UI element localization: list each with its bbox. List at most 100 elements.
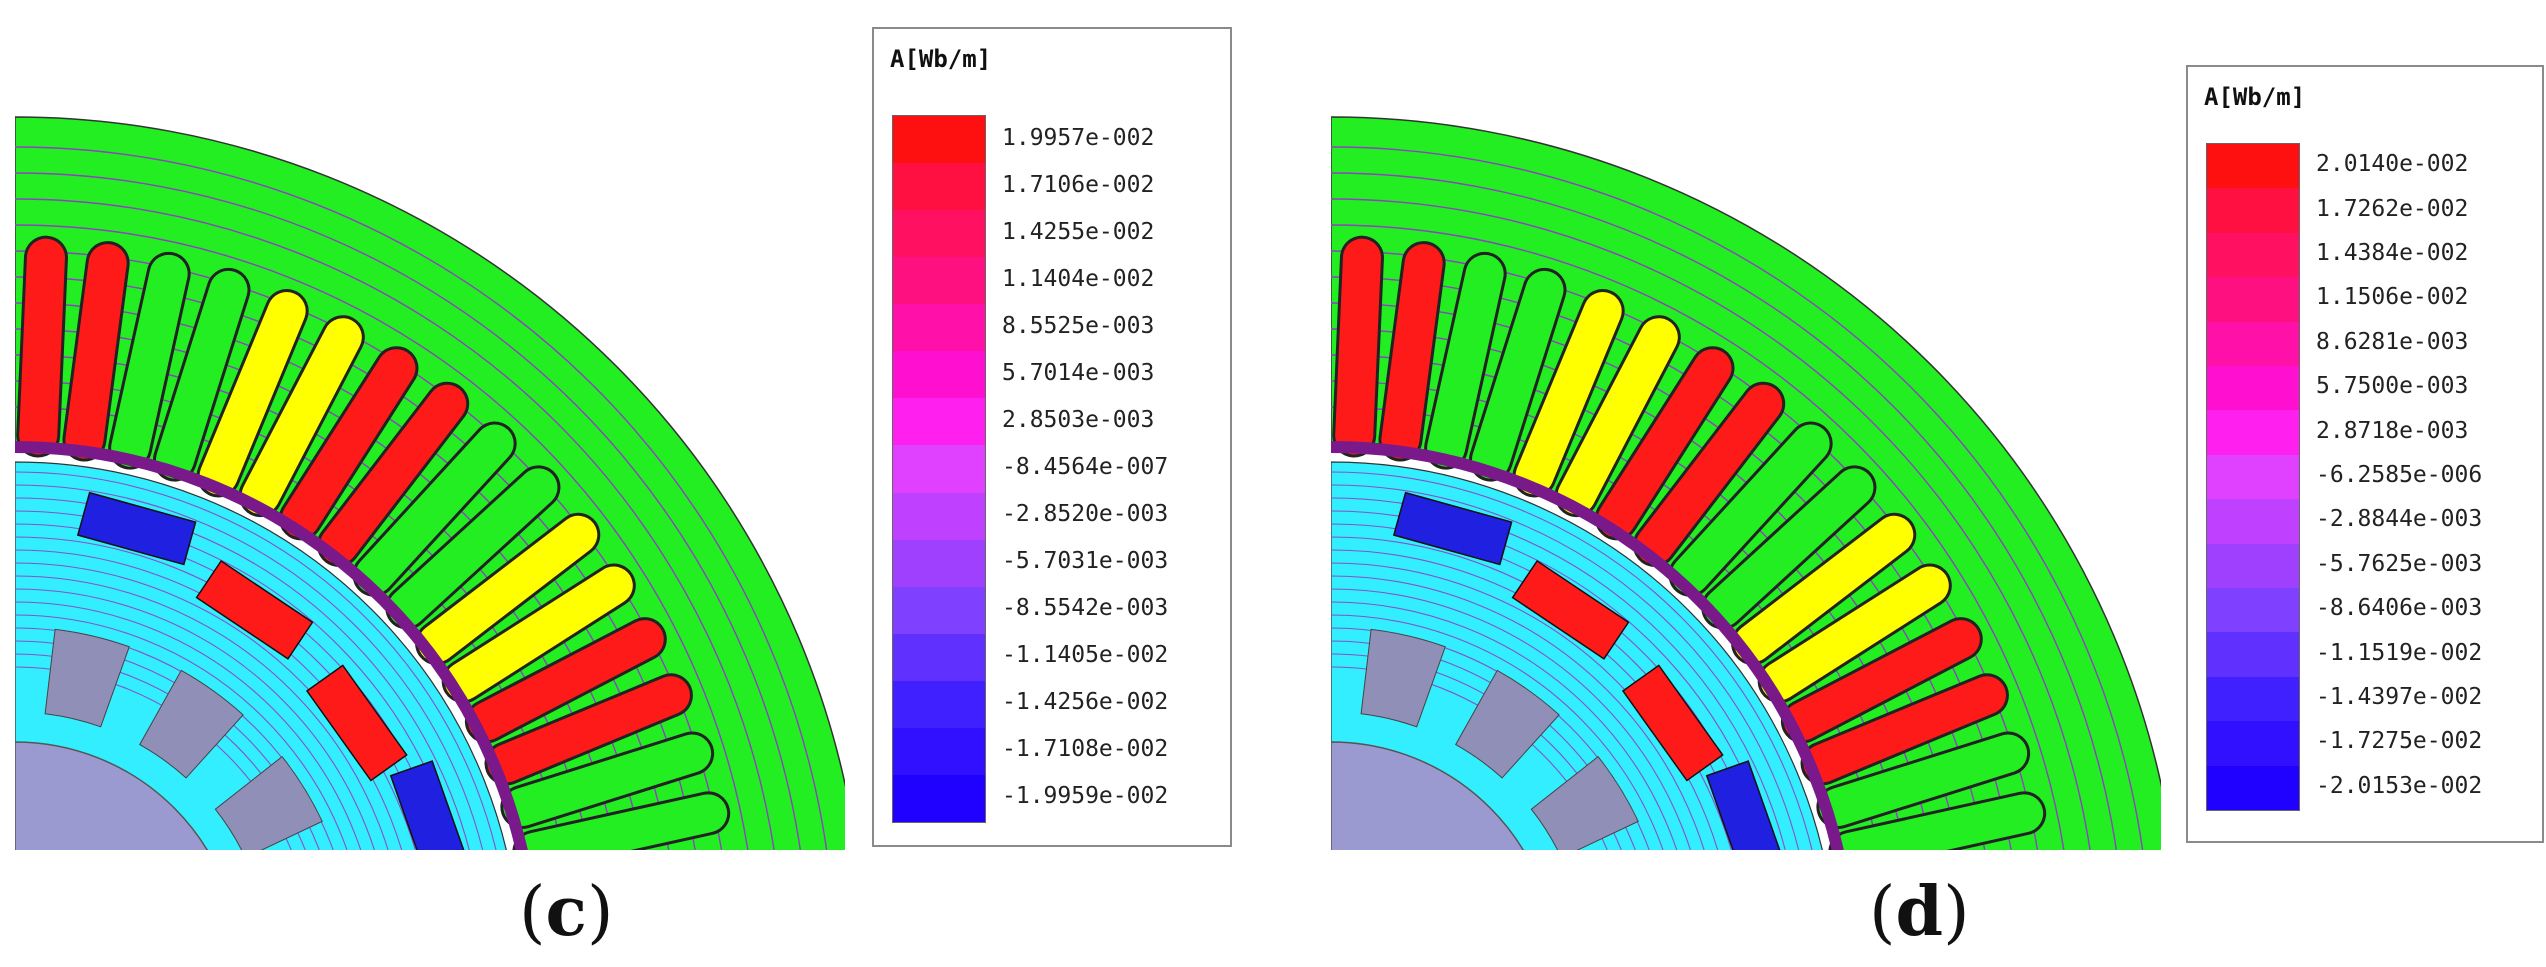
stator-coil [1704,468,1874,627]
legend-color-step [893,633,985,682]
permanent-magnet [1621,664,1724,782]
flux-line [15,614,348,850]
legend-value: 1.1404e-002 [1002,265,1155,292]
legend-color-step [893,116,985,164]
stator-coil [418,515,598,663]
stator-coil [19,238,65,455]
legend-color-step [893,163,985,211]
flux-line [15,484,484,850]
legend-value: -2.8520e-003 [1002,501,1169,528]
legend-value: 2.8718e-003 [2316,417,2469,444]
legend-color-bar [892,115,986,823]
panel-d: A[Wb/m] 2.0140e-002 1.7262e-002 1.4384e-00… [1273,0,2546,967]
legend-value: 1.4384e-002 [2316,240,2469,266]
legend-color-step [893,680,985,729]
legend-value: -1.1405e-002 [1002,642,1169,669]
legend-color-step [2207,721,2299,767]
legend-color-step [2207,632,2299,678]
caption-d: (d) [1869,872,1970,952]
flux-line [1331,614,1664,850]
legend-color-step [893,586,985,635]
legend-value: 5.7014e-003 [1002,359,1155,386]
stator-coil [1597,349,1732,538]
legend-color-step [2207,676,2299,722]
flux-line [15,601,362,850]
legend-value: 2.8503e-003 [1002,406,1155,433]
legend-value: -1.7108e-002 [1002,736,1169,763]
caption-letter: c [545,872,587,952]
rotor-iron-tooth [214,755,323,850]
flux-plot-c [15,116,845,954]
legend-value: -6.2585e-006 [2316,462,2483,488]
flux-line [1331,471,1813,850]
flux-line [15,172,802,850]
flux-line [15,471,497,850]
flux-line [15,224,749,850]
rotor-iron-tooth [1455,669,1560,779]
flux-line [1331,146,2144,850]
rotor-iron-tooth [1530,755,1639,850]
permanent-magnet [305,664,408,782]
legend-value: -1.1519e-002 [2316,639,2483,666]
stator-coil [65,244,127,459]
flux-line [1331,536,1746,850]
legend-value: 8.5525e-003 [1002,312,1155,339]
stator-coil [199,292,306,495]
legend-color-step [893,774,985,823]
shaft [1331,741,1525,850]
permanent-magnet [1705,760,1786,850]
stator-coil [1760,566,1949,701]
legend-value: 1.9957e-002 [1002,124,1155,151]
legend-value: -2.0153e-002 [2316,772,2483,799]
panel-c: A[Wb/m] 1.9957e-002 1.7106e-002 1.4255e-00… [15,27,1232,954]
legend-value: -2.8844e-003 [2316,506,2483,533]
stator-coil [388,468,558,627]
legend-value: -5.7031e-003 [1002,548,1169,575]
stator-coil [1427,254,1504,467]
stator-coil [1515,292,1622,495]
stator-coil [1783,620,1980,741]
flux-line [1331,588,1691,850]
legend-color-step [893,539,985,588]
legend-color-step [893,304,985,352]
stator-coil [1819,734,2028,827]
flux-line [15,588,375,850]
legend-color-step [893,210,985,258]
legend-value: 1.7262e-002 [2316,195,2469,222]
rotor-iron-tooth [260,875,354,954]
stator-coil [503,734,712,827]
permanent-magnet [195,559,314,660]
stator-coil [1803,676,2006,783]
legend-color-step [2207,410,2299,456]
legend-color-step [893,257,985,305]
legend-value: 2.0140e-002 [2316,151,2469,178]
legend-color-step [2207,499,2299,545]
legend-value: -1.9959e-002 [1002,783,1169,810]
rotor-iron-tooth [44,628,130,728]
legend-color-step [893,727,985,776]
legend-color-step [2207,277,2299,323]
stator-coil [1831,794,2044,850]
flux-line [1331,224,2065,850]
legend-color-step [893,398,985,446]
permanent-magnet [389,760,470,850]
flux-line [15,536,430,850]
legend-value: -5.7625e-003 [2316,550,2483,577]
rotor-iron-tooth [1576,875,1670,954]
legend-value: 5.7500e-003 [2316,373,2469,400]
stator-coil [515,794,728,850]
flux-line [1331,484,1800,850]
legend-value: -8.5542e-003 [1002,595,1169,622]
legend-color-step [2207,366,2299,411]
stator-coil [467,620,664,741]
legend-d: A[Wb/m] 2.0140e-002 1.7262e-002 1.4384e-00… [2186,65,2544,843]
flux-plot-d [1331,116,2161,954]
legend-color-step [2207,543,2299,589]
legend-value: 1.7106e-002 [1002,171,1155,198]
stator-coil [1734,515,1914,663]
flux-line [1331,549,1732,850]
stator-coil [241,318,362,515]
stator-coil [1471,270,1564,479]
legend-value: -1.4256e-002 [1002,689,1169,716]
rotor-iron-tooth [139,669,244,779]
